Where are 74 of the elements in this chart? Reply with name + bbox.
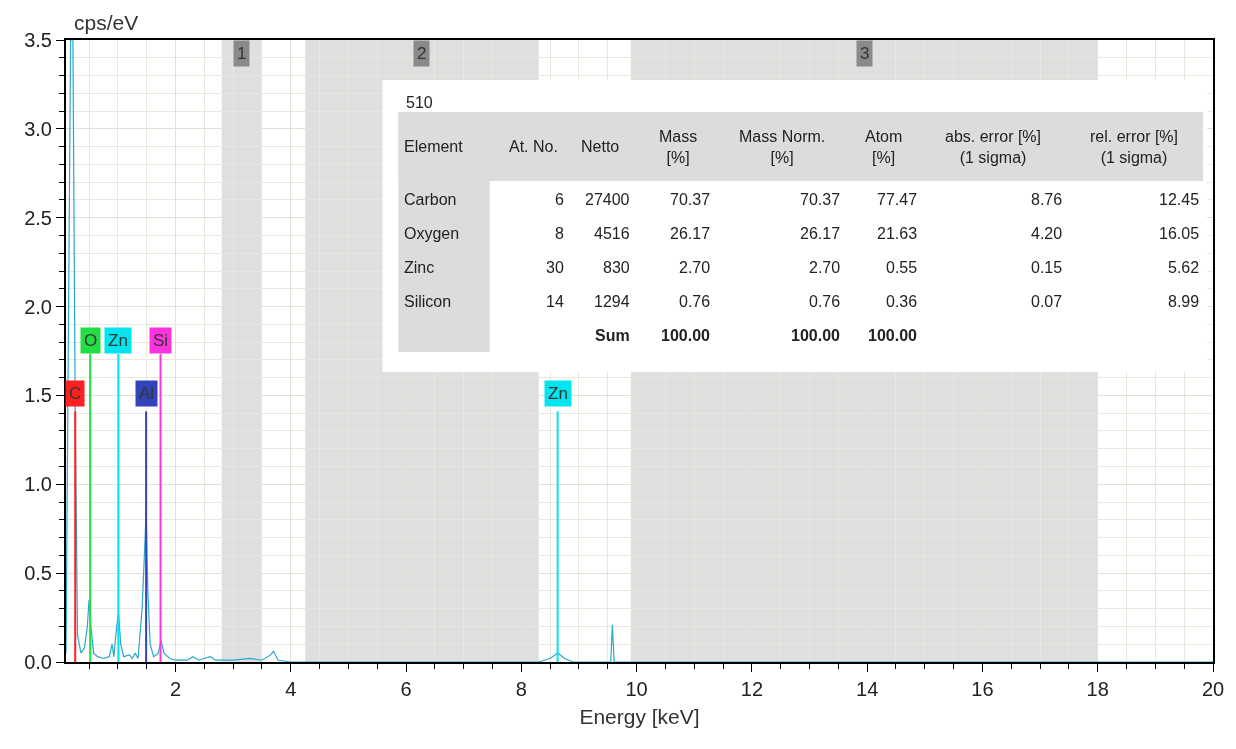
- ref-line-label: O: [84, 331, 98, 350]
- y-tick-label: 1.0: [24, 473, 52, 496]
- annotation: Element: [404, 138, 464, 155]
- annotation: 27400: [585, 191, 630, 208]
- y-tick-label: 3.5: [24, 29, 52, 51]
- y-tick-label: 0.5: [24, 562, 52, 585]
- annotation: 16.05: [1159, 225, 1200, 242]
- band-label: 2: [417, 44, 427, 63]
- x-tick-label: 4: [285, 678, 297, 700]
- annotation: Atom [%]: [865, 128, 903, 166]
- annotation: 0.76: [679, 293, 711, 310]
- ref-line-label: Si: [153, 331, 169, 350]
- annotation: 8.76: [1031, 191, 1063, 208]
- y-tick-label: 2.5: [24, 206, 52, 229]
- annotation: 1294: [594, 293, 630, 310]
- annotation: Sum: [595, 327, 630, 344]
- annotation: 100.00: [661, 327, 711, 344]
- annotation: At. No.: [509, 138, 558, 155]
- annotation: 0.07: [1031, 293, 1063, 310]
- x-tick-label: 2: [169, 678, 182, 700]
- annotation: 0.55: [886, 259, 918, 276]
- annotation: 14: [546, 293, 564, 310]
- annotation: 30: [546, 259, 564, 276]
- annotation: rel. error [%] (1 sigma): [1090, 128, 1179, 166]
- annotation: 26.17: [800, 225, 841, 242]
- band-label: 3: [860, 44, 870, 63]
- annotation: 2.70: [809, 259, 841, 276]
- annotation: Mass Norm. [%]: [739, 128, 826, 166]
- annotation: 8: [555, 225, 564, 242]
- annotation: 6: [555, 191, 564, 208]
- annotation: 0.36: [886, 293, 918, 310]
- x-tick-label: 14: [856, 678, 879, 700]
- annotation: 26.17: [670, 225, 711, 242]
- ref-line-label: C: [69, 384, 82, 403]
- annotation: Netto: [581, 138, 620, 155]
- y-tick-label: 3.0: [24, 117, 52, 140]
- ref-line-label: Zn: [548, 384, 568, 403]
- annotation: Silicon: [404, 293, 452, 310]
- annotation: 4516: [594, 225, 630, 242]
- x-tick-label: 12: [740, 678, 764, 700]
- annotation: Mass [%]: [659, 128, 698, 166]
- annotation: 2.70: [679, 259, 711, 276]
- x-tick-label: 16: [971, 678, 994, 700]
- x-tick-label: 20: [1201, 678, 1225, 700]
- annotation: Carbon: [404, 191, 457, 208]
- y-tick-label: 0.0: [24, 651, 52, 673]
- x-tick-label: 18: [1086, 678, 1109, 700]
- annotation: 100.00: [868, 327, 918, 344]
- annotation: 5.62: [1168, 259, 1200, 276]
- annotation: 77.47: [877, 191, 918, 208]
- ref-line-label: Al: [139, 384, 155, 403]
- annotation: 8.99: [1168, 293, 1200, 310]
- annotation: Oxygen: [404, 225, 460, 242]
- band-label: 1: [237, 44, 247, 63]
- y-tick-label: 1.5: [24, 384, 52, 407]
- x-tick-label: 6: [400, 678, 412, 700]
- annotation: 100.00: [791, 327, 841, 344]
- annotation: 0.15: [1031, 259, 1063, 276]
- annotation: 70.37: [800, 191, 841, 208]
- annotation: 21.63: [877, 225, 918, 242]
- y-tick-label: 2.0: [24, 295, 52, 318]
- annotation: abs. error [%] (1 sigma): [945, 128, 1042, 166]
- annotation: 0.76: [809, 293, 841, 310]
- annotation: 510: [406, 94, 433, 111]
- x-axis-title: Energy [keV]: [579, 704, 700, 728]
- annotation: 4.20: [1031, 225, 1063, 242]
- annotation: 70.37: [670, 191, 711, 208]
- annotation: 12.45: [1159, 191, 1200, 208]
- annotation: 830: [603, 259, 630, 276]
- ref-line-label: Zn: [108, 331, 128, 350]
- x-tick-label: 10: [625, 678, 648, 700]
- annotation: Zinc: [404, 259, 435, 276]
- x-tick-label: 8: [515, 678, 527, 700]
- y-axis-title: cps/eV: [74, 11, 139, 34]
